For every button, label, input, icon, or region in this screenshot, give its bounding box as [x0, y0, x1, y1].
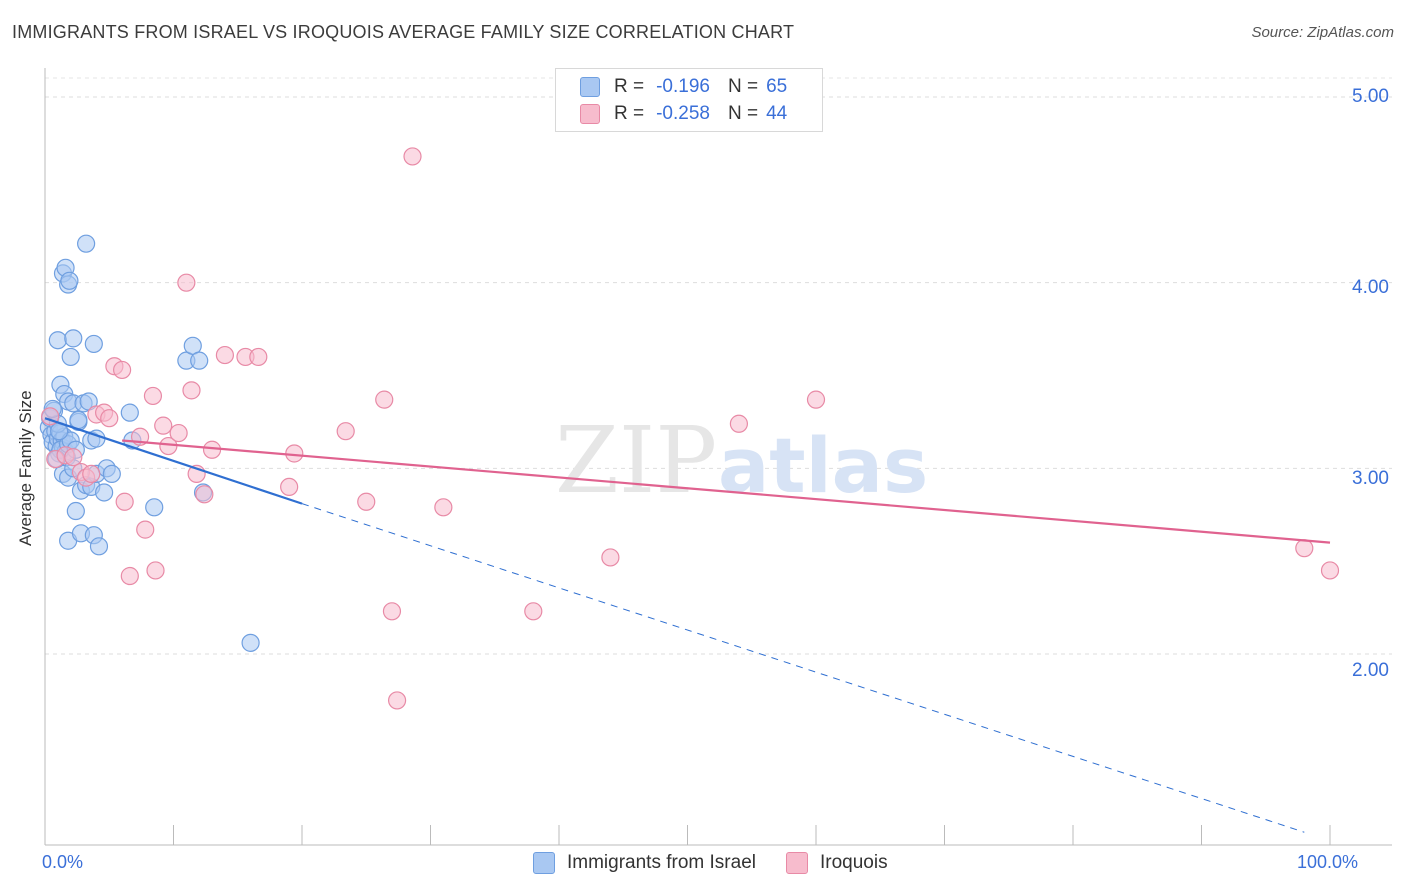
y-tick-label: 4.00 — [1352, 277, 1389, 298]
bottom-legend: Immigrants from Israel Iroquois — [533, 852, 918, 874]
y-tick-label: 5.00 — [1352, 86, 1389, 107]
iroquois-point — [82, 464, 101, 484]
bottom-legend-label: Immigrants from Israel — [567, 852, 756, 873]
legend-n-value: 44 — [766, 103, 788, 124]
iroquois-point — [382, 602, 402, 621]
iroquois-point — [154, 416, 173, 435]
y-tick-label: 3.00 — [1352, 468, 1389, 489]
israel-point — [241, 633, 260, 652]
iroquois-point — [169, 423, 188, 443]
israel-point — [120, 403, 139, 422]
iroquois-point — [729, 414, 749, 433]
iroquois-point — [387, 691, 407, 710]
iroquois-trend-line — [122, 439, 1331, 544]
iroquois-point — [336, 422, 355, 441]
data-points — [39, 147, 1340, 710]
israel-point — [102, 464, 121, 484]
axes — [44, 68, 1392, 846]
israel-point — [60, 271, 79, 290]
iroquois-point — [357, 492, 376, 511]
legend: R = -0.196 N = 65 R = -0.258 N = 44 — [555, 68, 823, 132]
source-label: Source: ZipAtlas.com — [1251, 24, 1394, 41]
watermark: ZIP atlas — [555, 407, 928, 514]
israel-point — [84, 334, 103, 354]
israel-point — [48, 331, 67, 350]
israel-point — [66, 501, 85, 521]
israel-point — [61, 347, 80, 367]
legend-row-israel: R = -0.196 N = 65 — [580, 75, 787, 99]
bottom-legend-swatch-israel — [533, 852, 555, 874]
y-tick-label: 2.00 — [1352, 660, 1389, 681]
legend-n-label: N = — [727, 103, 759, 124]
israel-point — [89, 537, 109, 556]
legend-r-label: R = — [614, 103, 645, 124]
legend-r-value: -0.258 — [656, 103, 710, 124]
israel-point — [77, 234, 96, 253]
iroquois-point — [524, 602, 543, 621]
iroquois-point — [177, 273, 196, 292]
iroquois-point — [215, 345, 234, 365]
legend-r-label: R = — [614, 76, 645, 97]
legend-r-value: -0.196 — [656, 76, 710, 97]
israel-point — [64, 329, 83, 348]
trend-lines — [44, 417, 1331, 833]
iroquois-point — [112, 360, 132, 380]
watermark-atlas: atlas — [718, 421, 928, 510]
bottom-legend-iroquois[interactable]: Iroquois — [785, 852, 888, 874]
iroquois-point — [143, 386, 163, 406]
iroquois-point — [100, 409, 119, 428]
israel-trend-extension — [301, 503, 1305, 833]
y-axis-label: Average Family Size — [16, 390, 35, 546]
iroquois-point — [182, 381, 201, 400]
iroquois-point — [115, 492, 134, 511]
iroquois-point — [136, 520, 155, 539]
iroquois-point — [195, 485, 214, 504]
chart-title: IMMIGRANTS FROM ISRAEL VS IROQUOIS AVERA… — [12, 22, 795, 42]
israel-point — [145, 498, 164, 517]
israel-point — [95, 483, 114, 502]
x-min-label: 0.0% — [42, 852, 84, 872]
israel-point — [190, 351, 209, 370]
iroquois-point — [280, 477, 299, 496]
legend-row-iroquois: R = -0.258 N = 44 — [580, 102, 787, 126]
iroquois-point — [1320, 561, 1340, 580]
iroquois-point — [1295, 539, 1314, 558]
iroquois-point — [64, 448, 83, 467]
legend-n-label: N = — [727, 76, 759, 97]
israel-point — [69, 410, 88, 430]
iroquois-point — [146, 561, 165, 580]
legend-swatch-iroquois — [580, 104, 600, 124]
legend-swatch-israel — [580, 77, 600, 97]
x-max-label: 100.0% — [1297, 852, 1359, 872]
iroquois-point — [120, 566, 139, 586]
israel-trend-line — [44, 417, 303, 505]
iroquois-point — [403, 147, 422, 166]
iroquois-point — [806, 390, 826, 409]
iroquois-point — [601, 548, 620, 567]
iroquois-point — [375, 390, 394, 409]
bottom-legend-label: Iroquois — [819, 852, 888, 873]
iroquois-point — [202, 440, 222, 459]
bottom-legend-swatch-iroquois — [785, 852, 808, 874]
iroquois-point — [434, 498, 453, 517]
watermark-zip: ZIP — [555, 407, 717, 514]
legend-n-value: 65 — [766, 76, 788, 97]
gridlines — [45, 77, 1392, 655]
bottom-legend-israel[interactable]: Immigrants from Israel — [533, 852, 756, 874]
iroquois-point — [249, 347, 268, 367]
